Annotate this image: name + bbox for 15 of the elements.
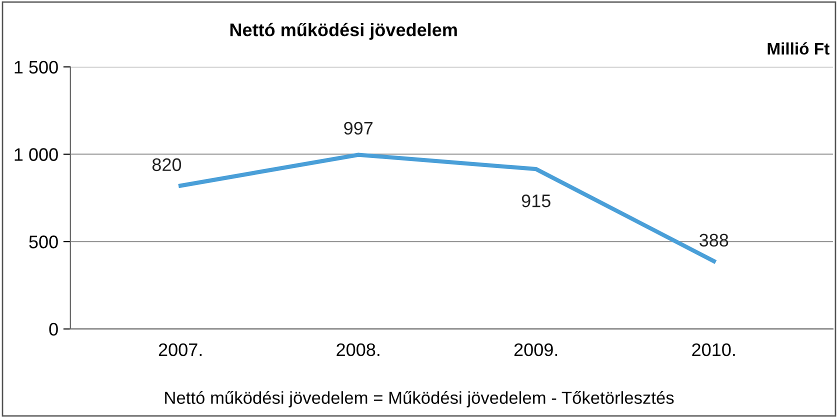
data-label: 820 [152, 158, 182, 172]
data-label: 915 [522, 194, 550, 208]
chart-title: Nettó működési jövedelem [230, 22, 457, 40]
x-tick-label: 2008. [336, 343, 380, 356]
y-tick-label: 1 500 [14, 60, 58, 74]
y-axis-title: Millió Ft [768, 42, 830, 55]
y-tick-label: 1 000 [14, 148, 58, 161]
data-label: 388 [700, 234, 728, 247]
x-tick-label: 2007. [158, 343, 202, 356]
y-tick-label: 0 [49, 322, 58, 336]
y-tick-label: 500 [29, 236, 58, 248]
text: Nettó működési jövedelem = Működési jövedelem - Tőketörlesztés [165, 390, 674, 408]
data-label: 997 [344, 122, 373, 135]
x-tick-label: 2010. [692, 343, 735, 356]
x-tick-label: 2009. [514, 343, 558, 356]
